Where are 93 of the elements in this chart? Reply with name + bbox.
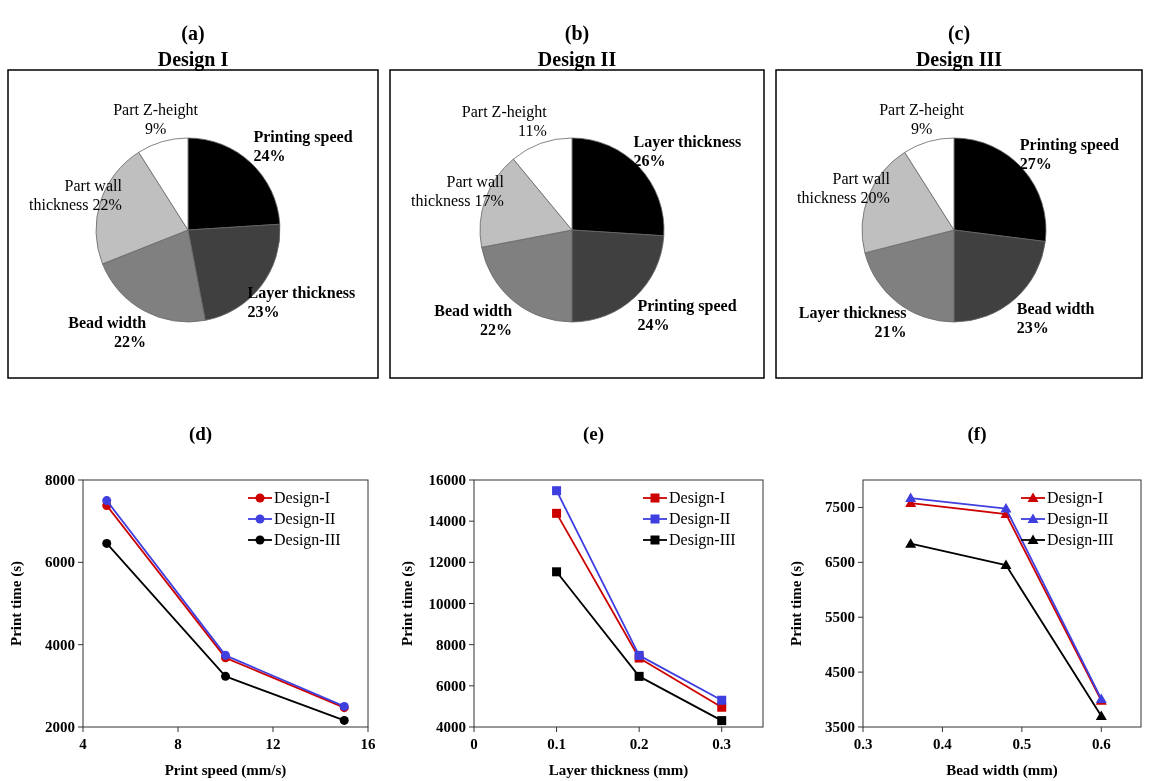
x-axis-title: Print speed (mm/s)	[164, 762, 287, 779]
slice-label: Printing speed	[253, 127, 353, 146]
data-label: 23%	[247, 302, 280, 320]
slice-label: Part wall thickness 20%	[797, 169, 891, 206]
y-tick-label: 4000	[45, 636, 75, 653]
x-tick-label: 0.4	[933, 736, 953, 752]
slice-label: Layer thickness	[798, 304, 907, 323]
point	[552, 508, 562, 518]
legend-label: Design-II	[1047, 510, 1109, 528]
point	[102, 496, 112, 506]
y-tick-label: 7500	[825, 499, 855, 516]
legend-label: Design-II	[274, 510, 336, 528]
data-label: 9%	[144, 120, 167, 138]
y-tick-label: 4500	[825, 664, 855, 681]
slice-label: Printing speed	[1019, 135, 1120, 154]
point	[717, 695, 727, 705]
y-axis-title: Print time (s)	[788, 561, 805, 646]
chart-subtitle: Design I	[157, 48, 229, 71]
data-label: 22%	[480, 320, 513, 338]
x-tick-label: 0.2	[629, 736, 649, 752]
x-axis-title: Bead width (mm)	[946, 762, 1058, 779]
y-tick-label: 16000	[428, 472, 466, 488]
chart-title: (e)	[582, 423, 605, 445]
x-tick-label: 12	[265, 736, 281, 752]
slice-label: Bead width	[1016, 299, 1095, 317]
y-tick-label: 3500	[825, 719, 855, 735]
point	[339, 715, 349, 725]
x-tick-label: 0.5	[1012, 736, 1032, 752]
y-tick-label: 6000	[436, 677, 466, 694]
data-label: 11%	[517, 122, 547, 140]
point	[552, 486, 562, 496]
point	[1000, 503, 1012, 513]
point	[905, 492, 917, 503]
y-tick-label: 10000	[428, 595, 466, 612]
y-tick-label: 14000	[428, 513, 466, 530]
chart-subtitle: Design III	[915, 48, 1003, 71]
point	[1000, 559, 1012, 570]
legend-label: Design-III	[274, 531, 341, 549]
legend-label: Design-I	[669, 489, 725, 507]
slice-label: Part Z-height	[461, 103, 548, 122]
point	[552, 567, 562, 577]
slice-label: Part wall thickness 17%	[411, 173, 505, 210]
x-tick-label: 0.6	[1091, 736, 1112, 752]
data-label: 27%	[1019, 154, 1052, 172]
slice-label: Printing speed	[637, 297, 737, 316]
chart-title: (f)	[967, 423, 987, 445]
x-tick-label: 4	[79, 736, 88, 752]
y-tick-label: 6000	[45, 554, 75, 571]
data-label: 24%	[637, 316, 670, 334]
legend-label: Design-III	[1047, 531, 1114, 549]
data-label: 22%	[114, 333, 147, 351]
y-tick-label: 6500	[825, 554, 855, 571]
slice-label: Bead width	[68, 314, 147, 332]
y-axis-title: Print time (s)	[399, 561, 416, 646]
y-tick-label: 8000	[436, 636, 466, 653]
x-tick-label: 0.3	[712, 736, 732, 752]
y-axis-title: Print time (s)	[8, 561, 25, 646]
x-tick-label: 0.1	[547, 736, 566, 752]
point	[102, 538, 112, 548]
y-tick-label: 4000	[436, 719, 466, 735]
y-tick-label: 5500	[825, 609, 855, 626]
y-tick-label: 8000	[45, 472, 75, 488]
slice-label: Layer thickness	[633, 133, 742, 152]
legend-label: Design-III	[669, 531, 736, 549]
chart-subtitle: Design II	[537, 48, 617, 71]
chart-title: (c)	[947, 22, 971, 45]
point	[1095, 710, 1107, 721]
data-label: 26%	[633, 152, 666, 170]
data-label: 21%	[874, 323, 907, 341]
x-axis-title: Layer thickness (mm)	[548, 762, 689, 779]
chart-title: (b)	[564, 22, 590, 45]
legend-label: Design-I	[274, 489, 330, 507]
slice-label: Part wall thickness 22%	[29, 176, 123, 213]
legend-label: Design-I	[1047, 489, 1103, 507]
x-tick-label: 8	[174, 736, 182, 752]
slice-label: Bead width	[434, 301, 513, 319]
legend-label: Design-II	[669, 510, 731, 528]
x-tick-label: 0	[470, 736, 478, 752]
data-label: 23%	[1016, 318, 1049, 336]
point	[221, 671, 230, 681]
chart-title: (d)	[188, 423, 213, 445]
data-label: 24%	[253, 146, 286, 164]
x-tick-label: 0.3	[853, 736, 873, 752]
point	[905, 538, 917, 548]
y-tick-label: 2000	[45, 719, 75, 735]
chart-title: (a)	[181, 22, 205, 45]
slice-label: Part Z-height	[113, 101, 199, 120]
point	[634, 671, 644, 681]
x-tick-label: 16	[360, 736, 376, 752]
y-tick-label: 12000	[428, 554, 466, 571]
point	[717, 716, 727, 726]
slice-label: Part Z-height	[879, 101, 965, 120]
data-label: 9%	[910, 120, 933, 138]
